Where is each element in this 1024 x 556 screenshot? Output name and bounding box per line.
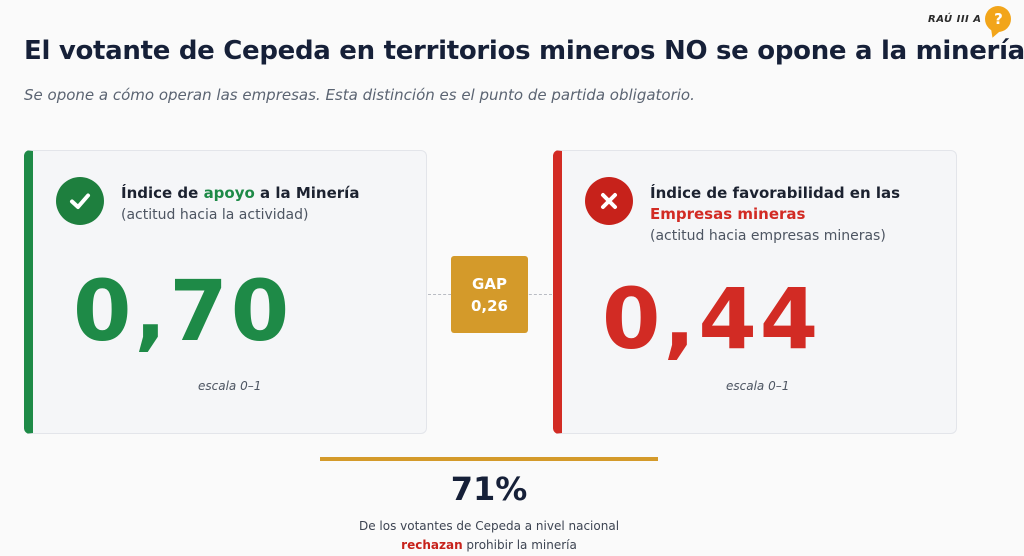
gap-value: 0,26	[470, 296, 508, 315]
logo-text: RAÚ III A	[928, 13, 982, 25]
heading-text: Índice de favorabilidad en las	[650, 184, 901, 202]
x-icon	[585, 177, 633, 225]
heading-text: Índice de	[121, 184, 204, 202]
speech-bubble-icon: ?	[985, 6, 1012, 32]
mining-support-subtitle: (actitud hacia la actividad)	[121, 207, 309, 223]
scale-label: escala 0–1	[198, 379, 262, 393]
caption-line: prohibir la minería	[462, 538, 577, 552]
company-favorability-heading: Índice de favorabilidad en las Empresas …	[650, 183, 900, 247]
mining-support-heading: Índice de apoyo a la Minería (actitud ha…	[121, 183, 359, 226]
page-subtitle: Se opone a cómo operan las empresas. Est…	[24, 86, 695, 104]
gap-label: GAP	[472, 274, 507, 293]
highlight-empresas-mineras: Empresas mineras	[650, 205, 806, 223]
divider	[320, 457, 658, 461]
highlight-apoyo: apoyo	[203, 184, 255, 202]
caption-line: De los votantes de Cepeda a nivel nacion…	[358, 519, 620, 533]
company-favorability-card: Índice de favorabilidad en las Empresas …	[553, 150, 957, 434]
mining-support-value: 0,70	[73, 262, 293, 360]
mining-support-card: Índice de apoyo a la Minería (actitud ha…	[24, 150, 427, 434]
gap-badge: GAP 0,26	[451, 256, 528, 333]
company-favorability-value: 0,44	[602, 270, 822, 368]
page-title: El votante de Cepeda en territorios mine…	[24, 36, 1024, 66]
company-favorability-subtitle: (actitud hacia empresas mineras)	[650, 228, 886, 244]
headline-stat: 71%	[450, 470, 528, 508]
stat-caption: De los votantes de Cepeda a nivel nacion…	[300, 517, 678, 555]
heading-text: a la Minería	[254, 184, 360, 202]
highlight-rechazan: rechazan	[401, 538, 463, 552]
brand-logo: RAÚ III A ?	[928, 6, 1012, 32]
scale-label: escala 0–1	[726, 379, 790, 393]
check-icon	[56, 177, 104, 225]
